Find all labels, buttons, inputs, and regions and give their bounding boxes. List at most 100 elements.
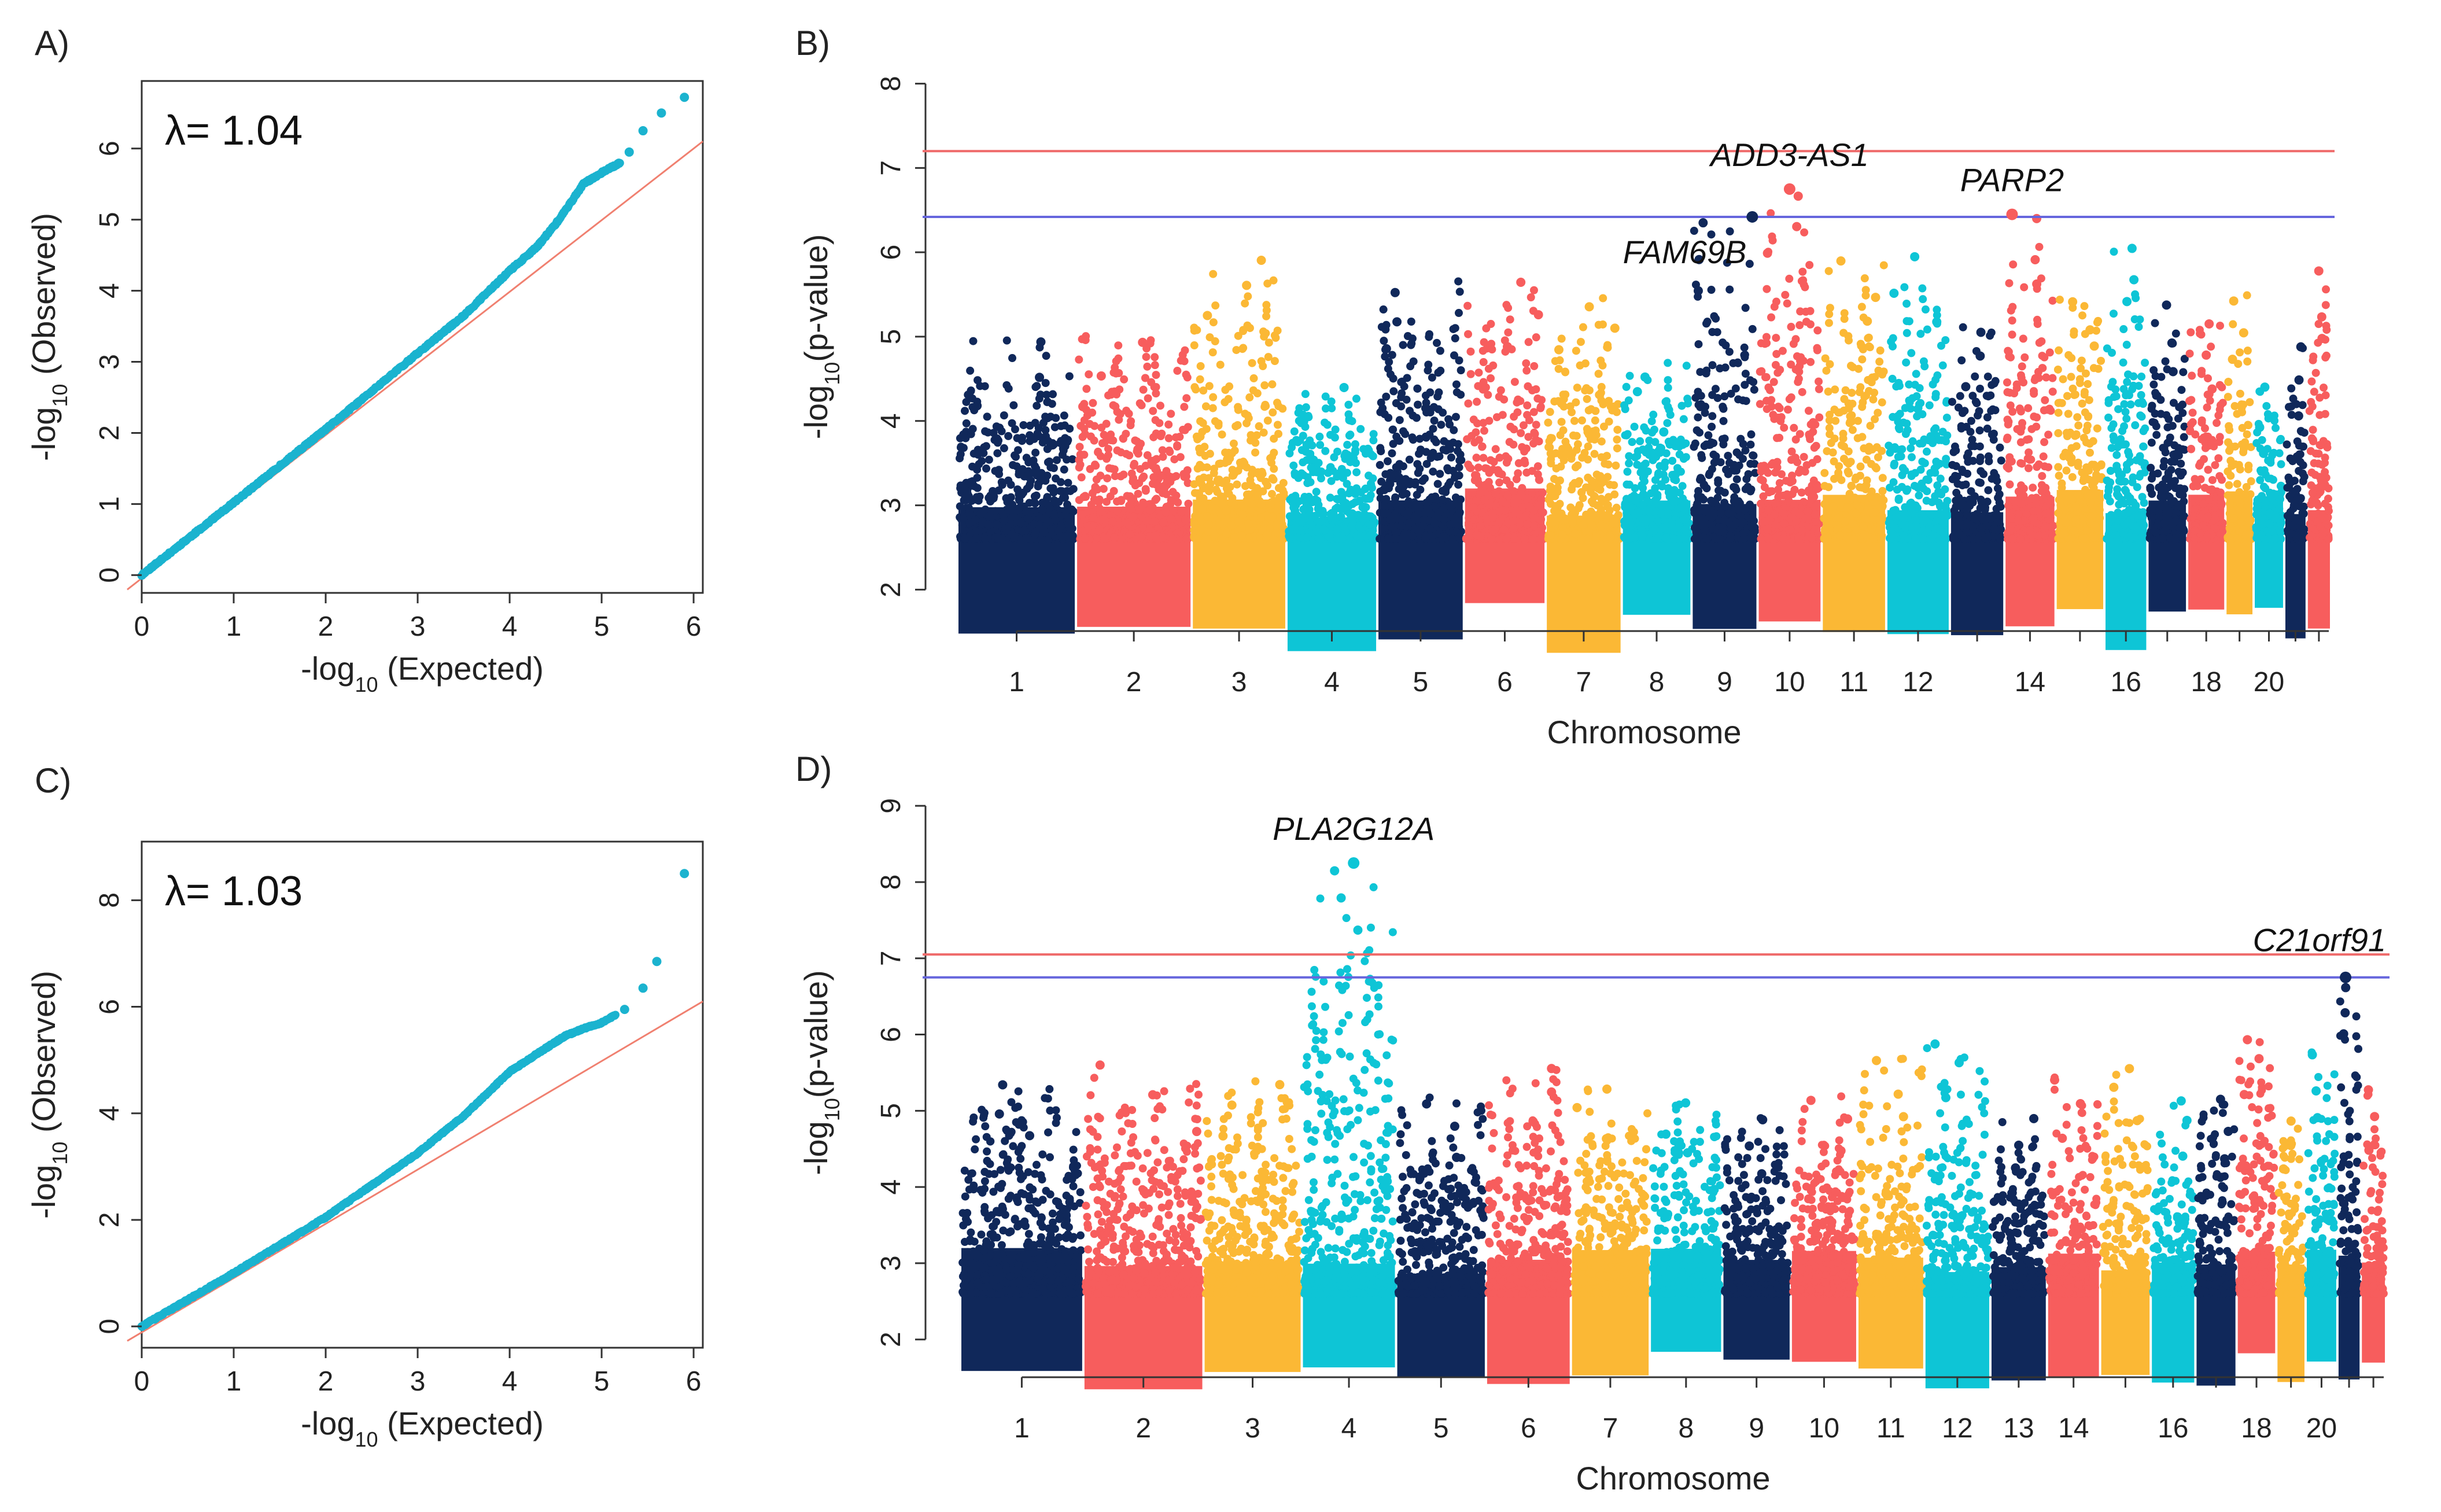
snp-point (1790, 340, 1798, 348)
snp-point (1702, 319, 1710, 327)
snp-point (1623, 468, 1631, 476)
snp-point (1516, 492, 1524, 500)
snp-point (1423, 460, 1431, 468)
chromosome-9-points (1690, 218, 1759, 629)
snp-point (1384, 414, 1392, 422)
snp-point (1409, 436, 1417, 444)
snp-point (1316, 441, 1324, 449)
snp-point (1474, 480, 1483, 488)
snp-point (1447, 502, 1455, 510)
snp-point (1772, 361, 1780, 369)
snp-point (1399, 534, 1407, 542)
snp-point (1126, 530, 1134, 539)
snp-point (1262, 312, 1270, 320)
snp-point (1009, 401, 1017, 410)
snp-point (1089, 514, 1097, 522)
snp-point (1136, 399, 1144, 407)
snp-point (1112, 357, 1120, 365)
snp-point (1135, 479, 1143, 487)
snp-point (1285, 449, 1293, 458)
snp-point (1352, 394, 1360, 403)
snp-point (1703, 534, 1712, 543)
snp-point (1239, 510, 1247, 518)
snp-point (1780, 510, 1789, 518)
snp-point (1043, 397, 1052, 405)
snp-point (1797, 353, 1805, 362)
snp-point (1742, 475, 1750, 483)
snp-point (1234, 403, 1242, 411)
snp-point (1384, 457, 1392, 465)
panel-title: B) (795, 24, 830, 62)
snp-point (1146, 506, 1154, 514)
snp-point (1321, 447, 1329, 455)
snp-point (1469, 503, 1477, 511)
snp-point (1588, 521, 1596, 529)
snp-point (1675, 535, 1683, 543)
snp-point (1183, 374, 1192, 382)
snp-point (1042, 352, 1050, 360)
snp-point (1735, 451, 1743, 459)
snp-point (1262, 329, 1270, 337)
snp-point (1113, 497, 1121, 506)
snp-point (1101, 438, 1109, 447)
snp-point (1671, 486, 1679, 494)
snp-point (1473, 398, 1481, 406)
snp-point (1456, 287, 1464, 296)
snp-point (1774, 414, 1782, 422)
snp-point (1250, 374, 1258, 382)
snp-point (1488, 514, 1496, 522)
snp-point (1521, 459, 1529, 467)
snp-point (1530, 362, 1538, 370)
snp-point (991, 467, 999, 475)
snp-point (1535, 475, 1543, 484)
snp-point (1466, 348, 1474, 356)
snp-point (1100, 485, 1108, 493)
snp-point (1664, 509, 1672, 517)
snp-point (1813, 344, 1821, 352)
snp-point (1566, 503, 1575, 511)
snp-point (1406, 456, 1414, 464)
snp-point (1502, 534, 1510, 543)
snp-point (957, 442, 965, 451)
snp-point (1747, 430, 1755, 438)
snp-point (981, 427, 989, 436)
x-tick-label: 1 (226, 611, 242, 642)
snp-point (1142, 353, 1151, 361)
snp-point (1004, 432, 1012, 440)
snp-point (1830, 405, 1838, 414)
snp-point (1299, 458, 1307, 466)
snp-point (1110, 487, 1118, 495)
snp-point (1455, 309, 1463, 317)
snp-point (1741, 344, 1749, 352)
snp-point (1051, 423, 1059, 432)
snp-point (1558, 418, 1566, 426)
snp-point (1680, 455, 1688, 463)
snp-point (1825, 319, 1833, 327)
snp-point (1522, 359, 1530, 367)
y-axis-label: -log10(p-value) (798, 234, 844, 439)
snp-point (1732, 467, 1741, 475)
snp-point (1669, 523, 1677, 532)
snp-point (1815, 378, 1823, 386)
snp-point (1683, 362, 1691, 370)
snp-point (1357, 532, 1365, 540)
snp-point (1248, 432, 1256, 440)
snp-point (1707, 497, 1715, 505)
qq-points (138, 93, 689, 580)
snp-peak-point (1097, 371, 1106, 381)
snp-point (1555, 365, 1563, 373)
snp-point (1007, 481, 1015, 489)
snp-point (1454, 440, 1462, 448)
snp-peak-point (1138, 338, 1147, 347)
snp-point (1708, 423, 1716, 431)
snp-point (1694, 340, 1702, 348)
snp-point (1026, 431, 1034, 439)
snp-point (1183, 466, 1192, 474)
snp-point (1177, 508, 1185, 516)
snp-point (1161, 508, 1170, 517)
snp-point (965, 504, 973, 512)
snp-point (1740, 351, 1748, 359)
snp-point (1422, 534, 1430, 543)
x-tick-label: 3 (410, 611, 426, 642)
snp-point (1495, 507, 1503, 515)
